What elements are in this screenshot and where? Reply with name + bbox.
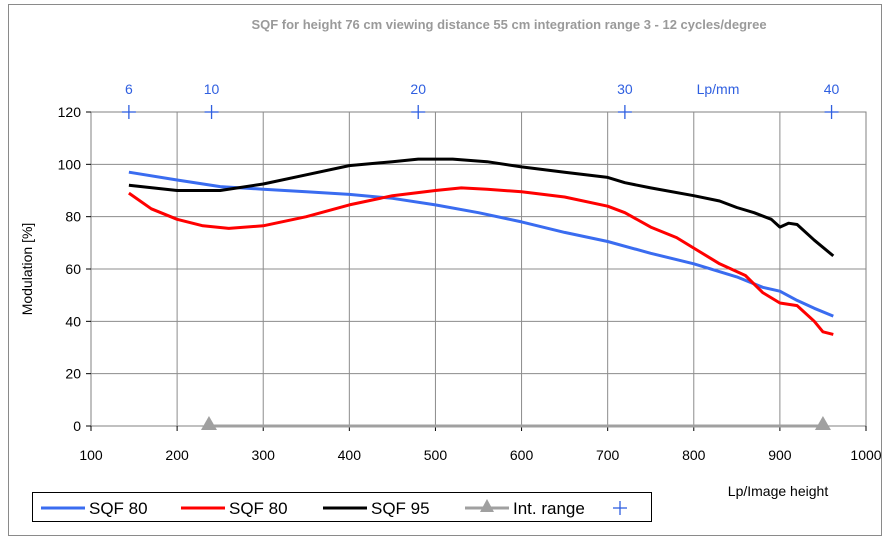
grid (90, 111, 867, 427)
series-line-2 (128, 157, 835, 258)
top-axis: 6 10 20 30 40 (121, 81, 840, 119)
y-tick-label: 0 (73, 418, 81, 434)
top-axis-tick-label: 10 (204, 81, 220, 97)
top-axis-tick-label: 6 (125, 81, 133, 97)
x-tick-label: 600 (510, 447, 534, 463)
y-tick-label: 80 (65, 209, 81, 225)
top-axis-tick-label: 40 (824, 81, 840, 97)
int-range-marker (200, 416, 217, 430)
y-tick-label: 20 (65, 366, 81, 382)
x-tick-label: 800 (682, 447, 706, 463)
legend: SQF 80 SQF 80 SQF 95 Int. range (32, 492, 652, 522)
y-tick-label: 40 (65, 313, 81, 329)
x-tick-label: 1000 (850, 447, 881, 463)
x-tick-label: 700 (596, 447, 620, 463)
x-axis-label: Lp/Image height (728, 483, 829, 499)
int-range-marker (814, 416, 831, 430)
series-line-1 (128, 186, 834, 336)
y-tick-label: 60 (65, 261, 81, 277)
top-axis-label: Lp/mm (697, 81, 740, 97)
chart-title: SQF for height 76 cm viewing distance 55… (251, 17, 767, 32)
x-tick-label: 300 (252, 447, 276, 463)
legend-label: SQF 80 (89, 499, 148, 518)
top-axis-tick-label: 30 (617, 81, 633, 97)
x-tick-label: 500 (424, 447, 448, 463)
x-tick-label: 100 (79, 447, 103, 463)
legend-label: Int. range (513, 499, 585, 518)
legend-label: SQF 80 (229, 499, 288, 518)
x-tick-label: 900 (768, 447, 792, 463)
y-tick-label: 120 (58, 104, 82, 120)
x-tick-label: 200 (165, 447, 189, 463)
legend-label: SQF 95 (371, 499, 430, 518)
series-line-0 (128, 170, 834, 318)
y-axis-label: Modulation [%] (19, 223, 35, 316)
x-tick-label: 400 (338, 447, 362, 463)
series-lines (128, 157, 835, 430)
top-axis-tick-label: 20 (410, 81, 426, 97)
legend-marker (480, 499, 494, 512)
y-tick-label: 100 (58, 156, 82, 172)
axes: 100 200 300 400 500 600 700 800 900 1000 0 20 40 60 80… (58, 104, 882, 463)
